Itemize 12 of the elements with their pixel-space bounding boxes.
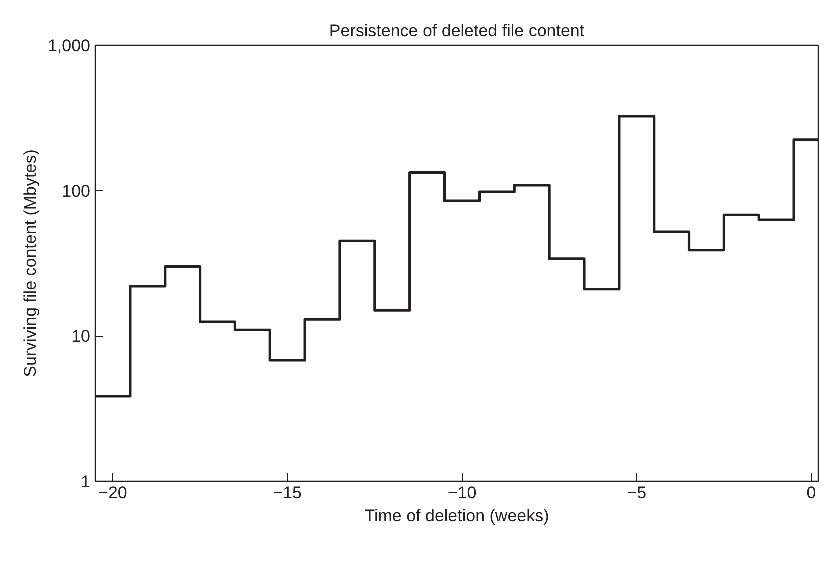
x-tick-label: −15: [273, 484, 302, 502]
y-tick-label: 1: [81, 472, 91, 492]
x-tick-label: 0: [806, 484, 816, 502]
chart-title: Persistence of deleted file content: [329, 22, 585, 40]
x-tick-label: −20: [98, 484, 128, 502]
y-tick-label: 1,000: [48, 36, 91, 56]
y-tick-label: 10: [72, 327, 91, 346]
x-tick-label: −10: [448, 484, 477, 502]
y-tick-label: 100: [62, 182, 91, 201]
x-tick-label: −5: [627, 484, 647, 502]
x-axis-title: Time of deletion (weeks): [364, 506, 550, 526]
y-axis-title: Surviving file content (Mbytes): [20, 150, 40, 378]
